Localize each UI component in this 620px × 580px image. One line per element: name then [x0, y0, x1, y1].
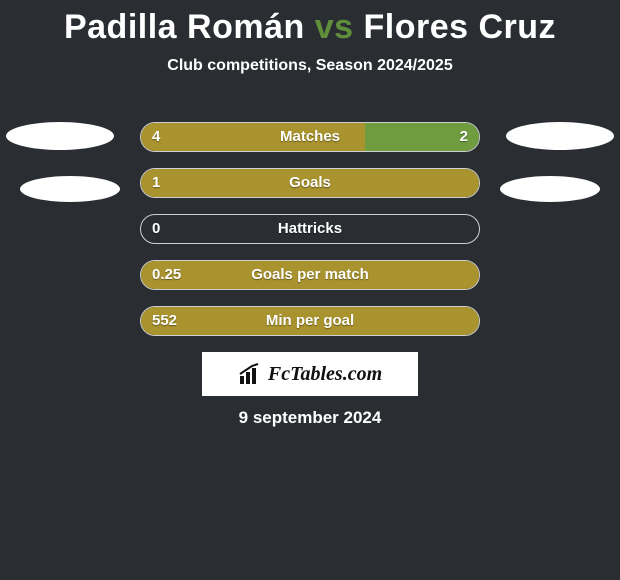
- stat-row: 42Matches: [0, 122, 620, 152]
- stat-row: 0Hattricks: [0, 214, 620, 244]
- source-logo[interactable]: FcTables.com: [202, 352, 418, 396]
- stat-row: 1Goals: [0, 168, 620, 198]
- stat-rows: 42Matches 1Goals 0Hattricks 0.25Goals per m…: [0, 122, 620, 352]
- metric-label: Matches: [140, 122, 480, 152]
- title-right-name: Flores Cruz: [363, 8, 556, 46]
- source-logo-text: FcTables.com: [268, 363, 382, 386]
- page-title: Padilla Román vs Flores Cruz: [0, 0, 620, 47]
- date-label: 9 september 2024: [0, 408, 620, 428]
- comparison-card: Padilla Román vs Flores Cruz Club compet…: [0, 0, 620, 580]
- metric-label: Goals per match: [140, 260, 480, 290]
- stat-row: 0.25Goals per match: [0, 260, 620, 290]
- metric-label: Min per goal: [140, 306, 480, 336]
- subtitle: Club competitions, Season 2024/2025: [0, 57, 620, 75]
- metric-label: Goals: [140, 168, 480, 198]
- title-left-name: Padilla Román: [64, 8, 305, 46]
- stat-row: 552Min per goal: [0, 306, 620, 336]
- metric-label: Hattricks: [140, 214, 480, 244]
- title-vs: vs: [315, 8, 354, 46]
- barchart-icon: [238, 362, 262, 386]
